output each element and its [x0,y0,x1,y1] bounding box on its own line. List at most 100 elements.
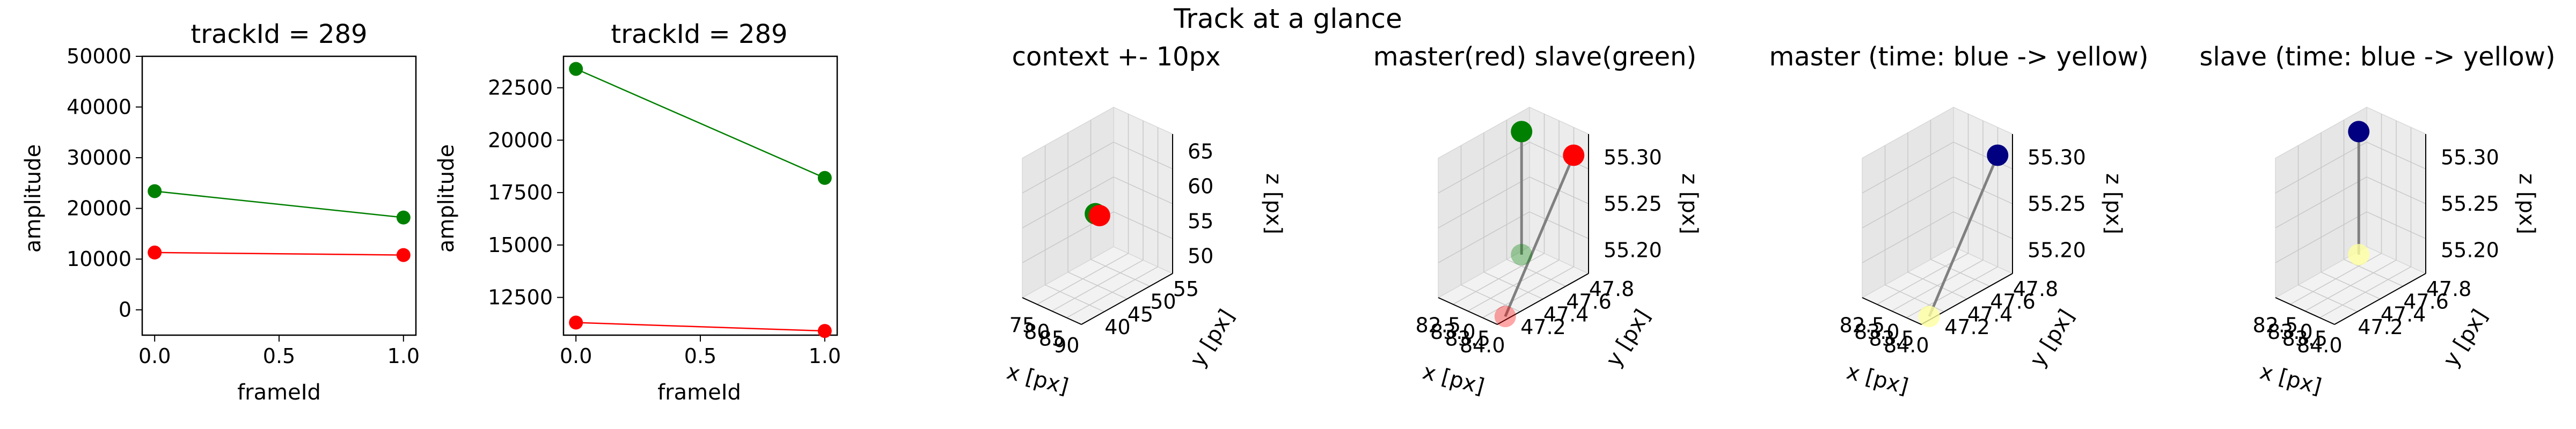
y-tick-label: 55 [1173,277,1199,301]
grid-line [1862,142,1954,194]
y-axis-label: y [px] [2439,305,2493,371]
x-tick-label: 83.5 [2282,327,2328,350]
track-segment [1928,154,1999,317]
grid-line [1930,259,1990,287]
x-tick-label: 82.5 [1415,313,1461,337]
data-point [396,248,411,262]
plot-3-title: context +- 10px [1012,42,1221,72]
data-point [396,210,411,225]
data-point [1511,243,1533,265]
y-tick-label: 10000 [67,247,131,271]
data-point [148,245,162,260]
y-tick-label: 50000 [67,45,131,68]
z-axis-label: z [px] [1261,173,1286,234]
grid-line [1483,271,1543,300]
y-tick-label: 20000 [488,128,553,152]
grid-line [2321,271,2381,300]
x-tick-label: 83.0 [2267,320,2313,344]
x-tick-label: 83.0 [1430,320,1476,344]
y-tick-label: 47.6 [2403,290,2449,314]
x-axis-label: x [px] [2257,359,2324,400]
plot-2-xlabel: frameId [657,380,741,405]
plot-6-title: slave (time: blue -> yellow) [2199,42,2555,72]
axes-frame [562,55,838,336]
x-tick-label: 84.0 [1460,334,1505,357]
grid-line [1022,176,1114,228]
master-slave-3d-plot: master(red) slave(green) 82.583.083.584.… [1373,42,1702,400]
track-segment [1504,154,1575,317]
data-point [569,315,583,330]
grid-line [1438,142,1530,194]
y-tick-label: 22500 [488,76,553,100]
context-3d-plot: context +- 10px 758085904045505550556065… [1004,42,1286,400]
data-point [1088,205,1110,227]
z-tick-label: 50 [1188,245,1213,268]
z-tick-label: 55.20 [2028,239,2086,262]
grid-line [1482,266,1574,319]
amplitude-plot-1: trackId = 289 frameId amplitude 0.0 0.5 1.… [21,19,420,405]
data-point [2348,121,2370,143]
x-tick-label: 75 [1009,313,1035,337]
x-tick-label: 0.0 [138,344,171,368]
x-axis-label: x [px] [1004,359,1071,400]
plot-5-area: 82.583.083.584.0 47.247.447.647.8 55.20 55.… [1839,106,2126,400]
series-line [155,190,404,218]
x-tick-label: 0.5 [684,344,716,368]
z-tick-label: 55.25 [2028,192,2086,216]
y-tick-label: 47.2 [1520,315,1566,339]
x-tick-label: 80 [1024,320,1050,344]
series-line [575,68,825,179]
data-point [2348,243,2370,265]
x-tick-label: 0.5 [263,344,295,368]
x-axis-line [1438,297,1498,325]
z-tick-label: 55 [1188,210,1213,233]
y-tick-label: 40 [1104,315,1130,339]
grid-line [1022,142,1114,194]
x-tick-label: 84.0 [1884,334,1929,357]
grid-line [1506,259,1566,287]
plot-1-ylabel: amplitude [21,144,46,253]
x-tick-label: 82.5 [2252,313,2298,337]
plot-2-area: 0.0 0.5 1.0 12500 15000 17500 20000 22500 [488,55,841,368]
y-tick-label: 47.8 [1589,277,1635,301]
grid-line [1862,176,1954,228]
grid-line [2366,142,2426,169]
data-point [817,324,832,338]
z-tick-label: 55.30 [2028,145,2086,169]
x-axis-line [2275,297,2335,325]
y-axis-line [1081,273,1173,325]
plot-6-area: 82.583.083.584.0 47.247.447.647.8 55.20 55.… [2252,106,2539,400]
y-tick-label: 47.4 [1543,302,1589,326]
y-tick-label: 17500 [488,181,553,204]
grid-line [2319,266,2411,319]
z-tick-label: 55.30 [2441,145,2499,169]
data-point [817,171,832,185]
plot-5-title: master (time: blue -> yellow) [1769,42,2149,72]
x-tick-label: 83.0 [1854,320,1900,344]
z-axis-label: z [px] [2101,173,2126,234]
z-tick-label: 55.20 [2441,239,2499,262]
plot-4-title: master(red) slave(green) [1373,42,1696,72]
amplitude-plot-2: trackId = 289 frameId amplitude 0.0 0.5 1.… [434,19,841,405]
y-tick-label: 47.8 [2426,277,2472,301]
grid-line [1091,259,1150,287]
y-tick-label: 0 [119,298,131,322]
x-tick-label: 85 [1039,327,1065,350]
plot-4-area: 82.583.083.584.0 47.247.447.647.8 55.20 55.… [1415,106,1702,400]
series-line [576,322,825,332]
plot-1-title: trackId = 289 [191,19,367,49]
x-tick-label: 84.0 [2297,334,2343,357]
z-tick-label: 60 [1188,175,1213,198]
x-tick-label: 83.5 [1445,327,1490,350]
x-tick-label: 0.0 [560,344,592,368]
z-tick-label: 65 [1188,140,1213,164]
x-tick-label: 90 [1053,334,1079,357]
grid-line [2275,176,2367,228]
x-tick-label: 1.0 [809,344,841,368]
axes-frame [141,55,417,336]
data-point [1918,306,1940,328]
y-axis-line [2334,273,2426,325]
y-tick-label: 30000 [67,146,131,169]
